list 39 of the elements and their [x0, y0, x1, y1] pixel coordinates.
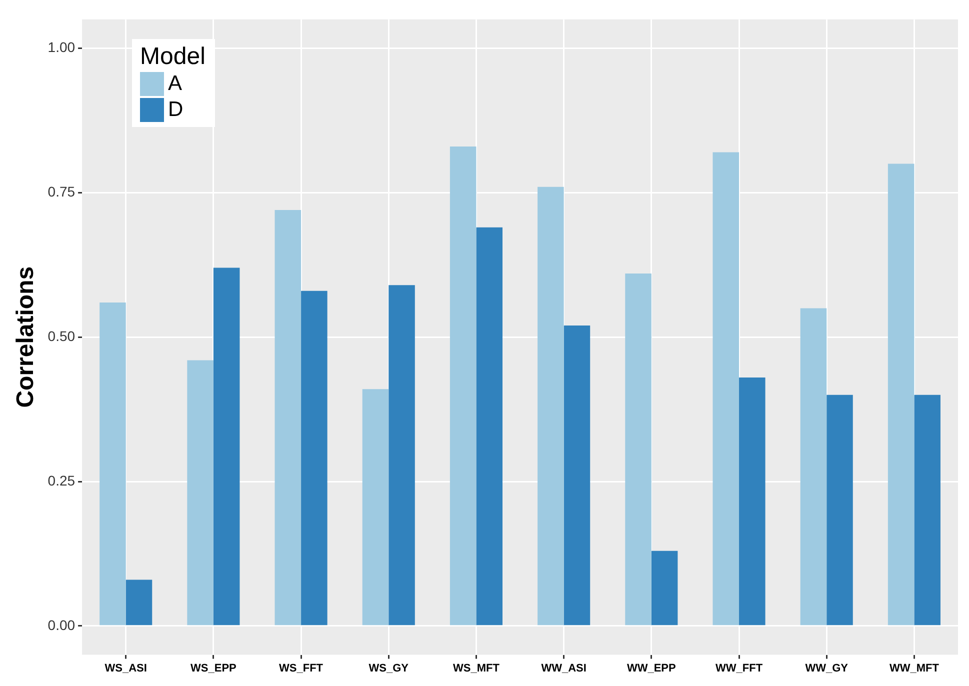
- y-tick-label: 0.00: [48, 616, 76, 633]
- y-axis-title: Correlations: [12, 266, 40, 408]
- bar: [826, 394, 853, 626]
- x-tick-label: WS_GY: [368, 662, 410, 674]
- x-tick-label: WW_EPP: [626, 662, 676, 674]
- x-tick-label: WS_ASI: [104, 662, 147, 674]
- x-tick-label: WW_ASI: [541, 662, 586, 674]
- bar: [625, 274, 652, 626]
- bar: [800, 308, 827, 626]
- bar: [564, 326, 590, 626]
- legend-title: Model: [140, 43, 206, 72]
- bar: [538, 186, 564, 626]
- y-tick-label: 0.25: [48, 472, 76, 488]
- bar: [712, 152, 740, 626]
- bar: [476, 227, 503, 626]
- x-tick-label: WS_MFT: [453, 662, 500, 674]
- y-tick-label: 1.00: [48, 39, 76, 56]
- bar: [450, 146, 476, 626]
- y-tick-label: 0.75: [48, 184, 76, 200]
- x-tick-label: WS_EPP: [190, 662, 236, 674]
- x-tick-label: WW_GY: [805, 662, 849, 674]
- bar: [126, 580, 152, 626]
- bar: [362, 389, 389, 626]
- bar: [274, 210, 302, 626]
- bar: [100, 302, 126, 626]
- bar: [888, 164, 914, 626]
- x-tick-label: WW_FFT: [715, 662, 763, 674]
- bar: [301, 290, 328, 626]
- bar: [187, 360, 214, 626]
- x-tick-label: WW_MFT: [889, 662, 940, 674]
- bar: [651, 550, 678, 626]
- bar: [914, 394, 940, 626]
- legend-label: A: [168, 71, 182, 98]
- bar: [739, 378, 766, 626]
- legend-label: D: [168, 97, 184, 124]
- bar: [213, 268, 240, 626]
- x-tick-label: WS_FFT: [279, 662, 324, 674]
- y-tick-label: 0.50: [48, 328, 76, 344]
- bar: [388, 285, 415, 626]
